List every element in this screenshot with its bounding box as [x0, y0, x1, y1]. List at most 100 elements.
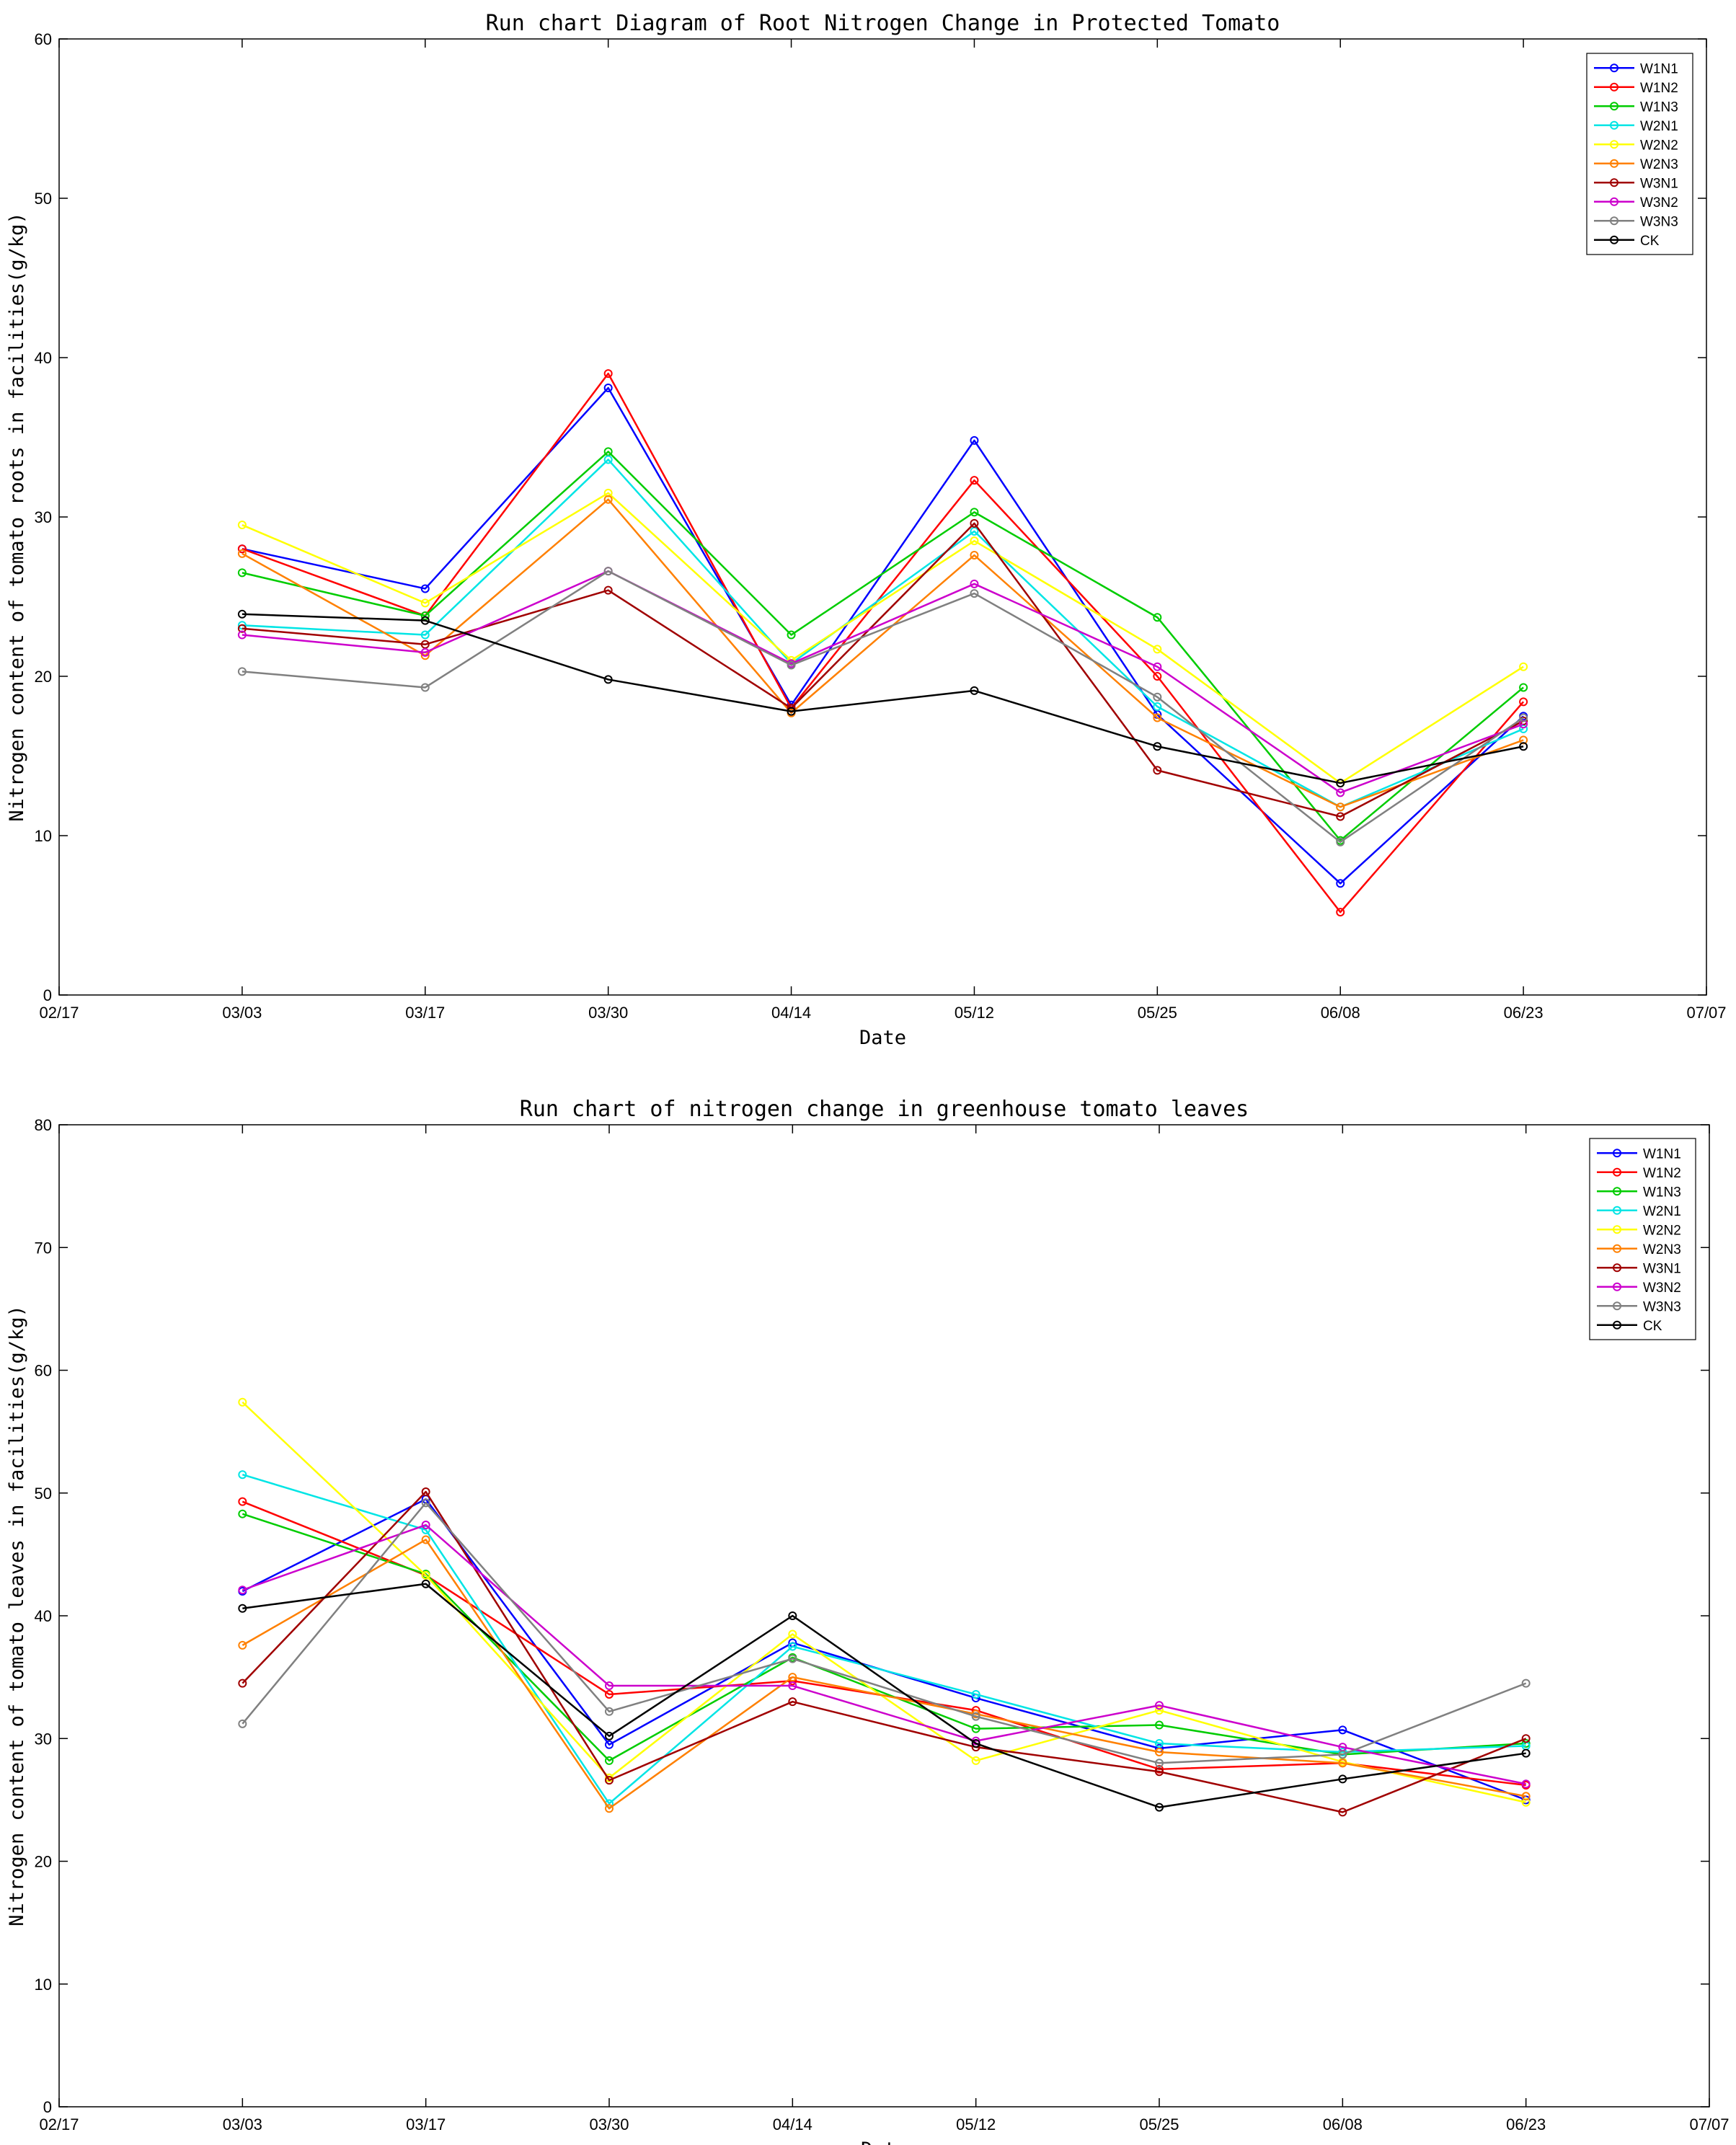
data-point-w1n1 — [1338, 1725, 1347, 1735]
data-point-w2n2 — [421, 1570, 430, 1580]
data-point-w2n1 — [420, 630, 430, 640]
legend-marker — [1610, 82, 1618, 92]
legend-entry: W1N1 — [1643, 1146, 1681, 1162]
y-tick-label: 10 — [35, 1976, 52, 1994]
data-point-w1n3 — [420, 611, 430, 621]
legend-entry: CK — [1643, 1319, 1662, 1334]
legend-entry: W1N3 — [1640, 99, 1678, 115]
data-point-w2n1 — [788, 1642, 797, 1651]
plot-area — [58, 1124, 1710, 2108]
data-point-w3n3 — [1521, 1679, 1531, 1688]
data-point-w3n1 — [420, 640, 430, 649]
data-point-ck — [237, 609, 247, 619]
data-point-w3n1 — [421, 1487, 430, 1497]
series-line-w3n1 — [242, 1490, 1527, 1813]
series-line-w3n1 — [242, 522, 1524, 818]
data-point-w2n3 — [237, 549, 247, 558]
data-point-w2n3 — [788, 1673, 797, 1682]
x-tick-label: 05/12 — [955, 1004, 994, 1022]
x-tick-label: 03/03 — [222, 1004, 262, 1022]
data-point-w3n1 — [605, 1776, 614, 1785]
x-tick-label: 03/17 — [406, 2115, 446, 2133]
x-tick-label: 06/08 — [1321, 1004, 1360, 1022]
data-point-w1n1 — [1336, 879, 1345, 888]
y-axis-label: Nitrogen content of tomato leaves in fac… — [6, 1305, 28, 1927]
legend-marker — [1613, 1263, 1621, 1273]
data-point-w3n3 — [787, 660, 796, 670]
data-point-w2n2 — [788, 1629, 797, 1639]
data-point-w2n3 — [1338, 1759, 1347, 1768]
data-point-w2n3 — [603, 495, 613, 504]
data-point-w1n3 — [1153, 613, 1162, 622]
data-point-w2n2 — [420, 598, 430, 608]
x-tick-label: 06/08 — [1323, 2115, 1363, 2133]
data-point-w3n1 — [603, 585, 613, 595]
data-point-w3n3 — [603, 567, 613, 576]
data-point-w2n2 — [1155, 1706, 1164, 1715]
data-point-w3n3 — [237, 667, 247, 676]
legend-entry: W3N2 — [1643, 1281, 1681, 1296]
data-point-ck — [1336, 779, 1345, 788]
legend-entry: W2N3 — [1640, 157, 1678, 172]
legend-entry: W2N1 — [1640, 119, 1678, 134]
data-point-w3n2 — [421, 1521, 430, 1530]
data-point-w2n1 — [1338, 1747, 1347, 1756]
data-point-ck — [971, 1739, 980, 1748]
legend-marker — [1610, 235, 1618, 244]
data-point-w2n1 — [603, 455, 613, 464]
x-tick-label: 04/14 — [773, 2115, 812, 2133]
data-point-w3n3 — [970, 589, 979, 598]
data-point-ck — [1519, 742, 1528, 751]
data-point-w2n3 — [421, 1535, 430, 1544]
data-point-w2n3 — [1153, 713, 1162, 722]
data-point-ck — [603, 675, 613, 684]
data-point-w1n1 — [970, 435, 979, 445]
y-tick-label: 50 — [35, 1485, 52, 1503]
data-point-w3n3 — [1155, 1759, 1164, 1768]
data-point-w3n1 — [1521, 1734, 1531, 1743]
data-point-w3n3 — [238, 1719, 247, 1728]
data-point-w2n1 — [1153, 702, 1162, 711]
x-tick-label: 07/07 — [1689, 2115, 1729, 2133]
data-point-w2n2 — [1519, 662, 1528, 671]
series-line-w2n2 — [242, 492, 1524, 784]
data-point-w1n2 — [238, 1497, 247, 1506]
data-point-ck — [1155, 1803, 1164, 1812]
legend-entry: W1N3 — [1643, 1185, 1681, 1200]
data-point-w2n3 — [605, 1804, 614, 1813]
data-point-w1n3 — [605, 1756, 614, 1765]
data-point-w1n3 — [237, 568, 247, 578]
legend-entry: W1N1 — [1640, 61, 1678, 76]
data-point-w2n2 — [970, 536, 979, 546]
y-tick-label: 30 — [35, 1730, 52, 1748]
legend-entry: W2N2 — [1640, 138, 1678, 153]
legend-entry: W3N3 — [1640, 214, 1678, 229]
y-tick-label: 30 — [35, 508, 52, 526]
y-tick-label: 20 — [35, 1853, 52, 1871]
data-point-w2n2 — [238, 1397, 247, 1407]
data-point-w3n1 — [238, 1679, 247, 1688]
data-point-w2n3 — [1521, 1792, 1531, 1801]
data-point-w3n2 — [420, 647, 430, 657]
data-point-w3n1 — [1338, 1808, 1347, 1817]
data-point-w3n3 — [1336, 837, 1345, 846]
data-point-w2n2 — [971, 1756, 980, 1765]
legend-marker — [1613, 1187, 1621, 1196]
data-point-w3n3 — [971, 1712, 980, 1721]
data-point-w2n2 — [237, 521, 247, 530]
legend-marker — [1613, 1167, 1621, 1177]
y-tick-label: 0 — [43, 986, 52, 1004]
legend-marker — [1613, 1149, 1621, 1158]
data-point-w1n2 — [1519, 697, 1528, 707]
series-line-ck — [242, 613, 1524, 784]
chart-title: Run chart Diagram of Root Nitrogen Chang… — [486, 11, 1280, 36]
legend-marker — [1610, 159, 1618, 168]
x-tick-label: 02/17 — [39, 2115, 79, 2133]
data-point-w1n2 — [1153, 672, 1162, 681]
legend-entry: W1N2 — [1643, 1166, 1681, 1181]
data-point-w3n1 — [788, 1697, 797, 1707]
y-axis-label: Nitrogen content of tomato roots in faci… — [6, 212, 28, 821]
legend-marker — [1610, 178, 1618, 187]
data-point-w3n2 — [1155, 1701, 1164, 1710]
legend-entry: W3N1 — [1643, 1261, 1681, 1276]
